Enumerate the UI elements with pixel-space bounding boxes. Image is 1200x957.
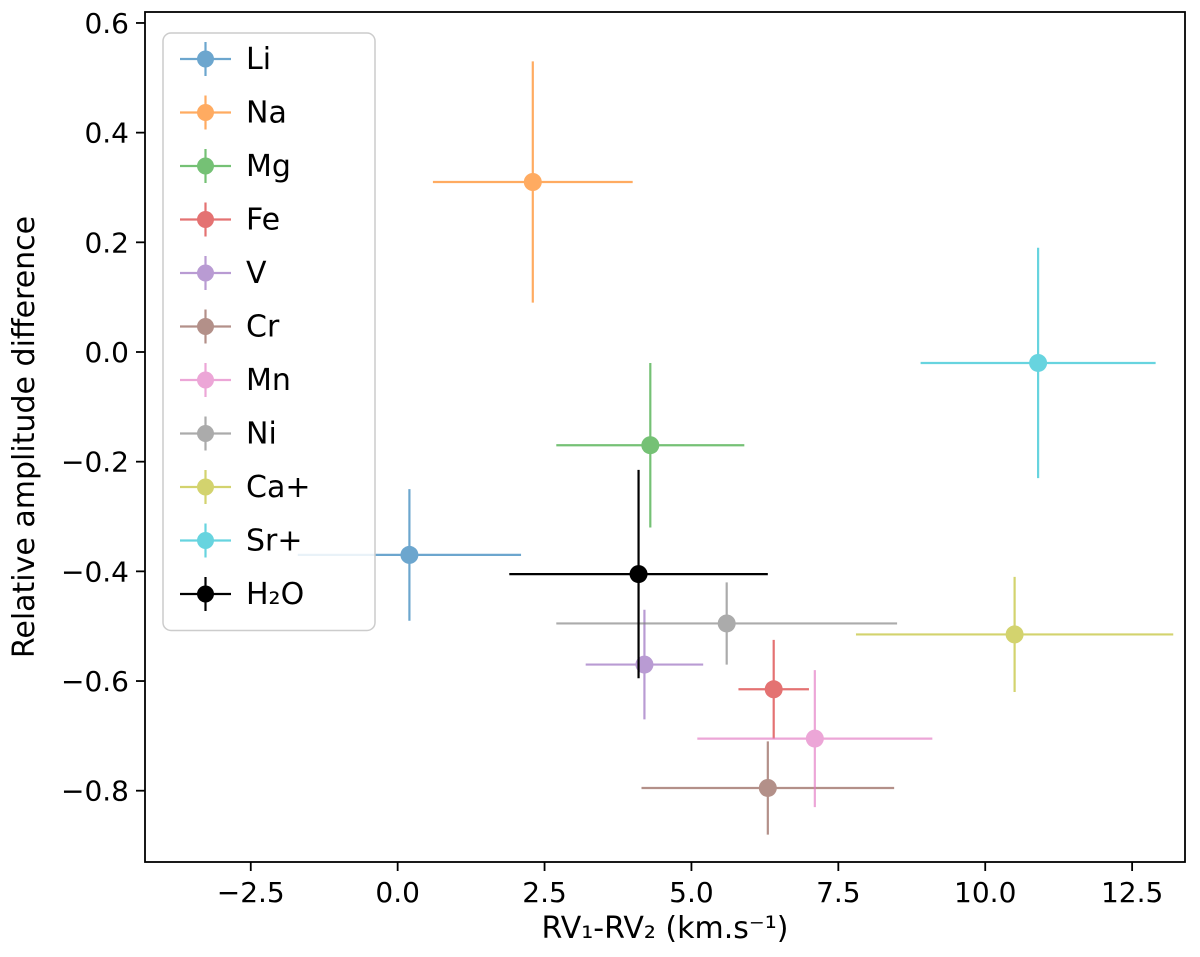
data-point-Mg <box>556 362 745 528</box>
legend-entry-V: V <box>180 256 267 291</box>
legend-label: Ni <box>246 417 277 452</box>
legend-marker <box>180 577 231 611</box>
marker <box>1029 353 1048 372</box>
legend-entry-Mn: Mn <box>180 363 291 398</box>
x-axis: −2.5 0.0 2.5 5.0 7.5 10.0 12.5 <box>217 862 1163 909</box>
data-point-H₂O <box>509 469 768 679</box>
legend-marker <box>180 309 231 344</box>
marker <box>717 614 736 633</box>
legend-entry-Ni: Ni <box>180 416 277 452</box>
x-tick-label: 12.5 <box>1101 876 1163 909</box>
plot-spines <box>144 11 1186 863</box>
data-point-Fe <box>738 639 809 739</box>
x-tick-label: 7.5 <box>816 876 861 909</box>
marker <box>1005 625 1024 644</box>
y-tick-label: −0.6 <box>61 665 129 698</box>
data-point-Ca+ <box>855 576 1174 692</box>
legend-entry-Ca+: Ca+ <box>180 470 310 505</box>
marker <box>629 565 648 584</box>
legend-label: Fe <box>246 203 280 238</box>
y-tick-label: 0.2 <box>84 226 129 259</box>
x-tick-label: 5.0 <box>669 876 714 909</box>
legend-marker <box>180 523 231 558</box>
legend: Li Na Mg Fe V Cr Mn Ni Ca+ Sr+ H₂O <box>162 32 376 632</box>
data-point-V <box>585 609 704 720</box>
legend-marker <box>180 149 231 183</box>
y-tick-label: 0.4 <box>84 117 129 150</box>
legend-label: Li <box>246 42 271 77</box>
legend-marker <box>180 42 231 76</box>
x-tick-label: 10.0 <box>954 876 1016 909</box>
marker <box>758 778 777 797</box>
marker <box>635 655 654 674</box>
y-tick-label: −0.4 <box>61 555 129 588</box>
marker <box>764 680 783 699</box>
x-tick-label: −2.5 <box>217 876 285 909</box>
x-axis-label: RV₁-RV₂ (km.s⁻¹) <box>542 911 789 946</box>
legend-marker <box>180 470 231 504</box>
marker <box>641 436 660 455</box>
legend-entry-Na: Na <box>180 95 287 131</box>
marker <box>400 545 419 564</box>
legend-entry-Sr+: Sr+ <box>180 523 303 559</box>
data-point-Cr <box>641 741 895 835</box>
data-point-Mn <box>697 670 933 808</box>
legend-label: Mn <box>246 363 291 398</box>
legend-label: H₂O <box>246 577 304 612</box>
y-axis-label: Relative amplitude difference <box>7 216 42 658</box>
legend-marker <box>180 202 231 237</box>
legend-entry-Li: Li <box>180 42 271 77</box>
legend-label: Ca+ <box>246 470 310 505</box>
legend-entry-H₂O: H₂O <box>180 577 304 612</box>
legend-label: Mg <box>246 149 291 184</box>
legend-label: Na <box>246 96 287 131</box>
legend-label: Cr <box>246 310 280 345</box>
legend-entry-Mg: Mg <box>180 149 291 184</box>
y-axis: 0.6 0.4 0.2 0.0 −0.2 −0.4 −0.6 −0.8 <box>61 7 145 808</box>
legend-marker <box>180 95 231 130</box>
legend-entry-Fe: Fe <box>180 202 280 238</box>
legend-box <box>162 32 376 632</box>
legend-entry-Cr: Cr <box>180 309 280 345</box>
data-point-Sr+ <box>920 247 1156 479</box>
y-tick-label: −0.2 <box>61 446 129 479</box>
y-tick-label: 0.6 <box>84 7 129 40</box>
legend-marker <box>180 416 231 451</box>
data-point-Na <box>432 61 633 303</box>
y-tick-label: 0.0 <box>84 336 129 369</box>
legend-marker <box>180 256 231 290</box>
data-point-Ni <box>556 582 898 665</box>
x-tick-label: 2.5 <box>522 876 567 909</box>
legend-label: V <box>246 256 267 291</box>
marker <box>523 173 542 191</box>
legend-label: Sr+ <box>246 524 303 559</box>
y-tick-label: −0.8 <box>61 775 129 808</box>
x-tick-label: 0.0 <box>375 876 420 909</box>
legend-marker <box>180 363 231 397</box>
marker <box>805 729 824 748</box>
data-series-group <box>297 61 1174 835</box>
